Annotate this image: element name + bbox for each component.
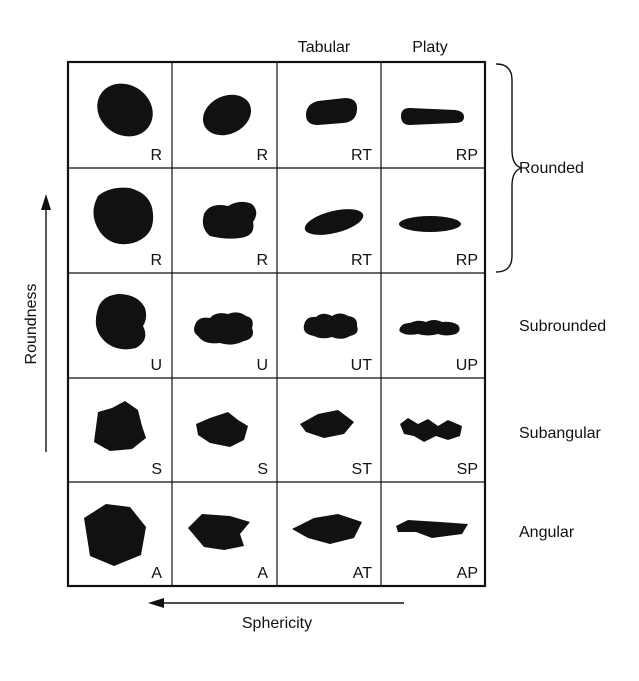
row-label-subangular: Subangular <box>519 425 602 442</box>
grain-shape-r1c4 <box>401 108 464 125</box>
cell-label: S <box>151 461 162 478</box>
cell-label: SP <box>457 461 478 478</box>
cell-label: UP <box>456 357 478 374</box>
cell-label: A <box>151 565 162 582</box>
grain-shape-r2c1 <box>93 187 154 245</box>
cell-label: R <box>256 147 268 164</box>
grain-shapes <box>84 83 468 566</box>
cell-label: RT <box>351 147 372 164</box>
grain-shape-r5c3 <box>292 514 362 544</box>
column-header-tabular: Tabular <box>298 39 351 56</box>
grain-shape-r4c2 <box>196 412 248 447</box>
grain-shape-r3c1 <box>95 294 147 350</box>
grain-shape-r3c4 <box>399 320 460 336</box>
cell-labels: R R RT RP R R RT RP U U UT UP S S ST SP … <box>150 147 478 582</box>
cell-label: UT <box>351 357 373 374</box>
grid <box>66 60 487 588</box>
row-label-subrounded: Subrounded <box>519 318 606 335</box>
grain-shape-r2c4 <box>399 216 461 232</box>
grain-shape-r2c2 <box>202 201 257 239</box>
row-label-rounded: Rounded <box>519 160 584 177</box>
grain-shape-r2c3 <box>304 209 364 235</box>
grain-shape-r3c2 <box>194 312 253 345</box>
grain-shape-r4c4 <box>400 418 462 442</box>
cell-label: U <box>150 357 162 374</box>
cell-label: RP <box>456 252 478 269</box>
cell-label: R <box>256 252 268 269</box>
roundness-arrow-head <box>41 194 51 210</box>
grain-shape-r1c1 <box>97 83 153 137</box>
grain-shape-r3c3 <box>303 313 358 339</box>
column-header-platy: Platy <box>412 39 448 56</box>
grain-shape-r5c2 <box>188 514 250 550</box>
rounded-brace <box>495 63 523 273</box>
cell-label: AT <box>353 565 372 582</box>
cell-label: A <box>257 565 268 582</box>
cell-label: RP <box>456 147 478 164</box>
cell-label: R <box>150 147 162 164</box>
roundness-axis-label: Roundness <box>23 284 40 365</box>
row-label-angular: Angular <box>519 524 575 541</box>
cell-label: R <box>150 252 162 269</box>
grain-shape-r5c1 <box>84 504 146 566</box>
cell-label: AP <box>457 565 478 582</box>
cell-label: ST <box>352 461 373 478</box>
grain-shape-r1c3 <box>306 98 358 125</box>
cell-label: S <box>257 461 268 478</box>
cell-label: U <box>256 357 268 374</box>
grain-shape-r4c1 <box>94 401 146 451</box>
sphericity-axis-label: Sphericity <box>242 615 312 632</box>
grain-shape-r4c3 <box>300 410 354 438</box>
sphericity-arrow-head <box>148 598 164 608</box>
grain-shape-r1c2 <box>202 94 252 136</box>
cell-label: RT <box>351 252 372 269</box>
grain-shape-r5c4 <box>396 520 468 538</box>
